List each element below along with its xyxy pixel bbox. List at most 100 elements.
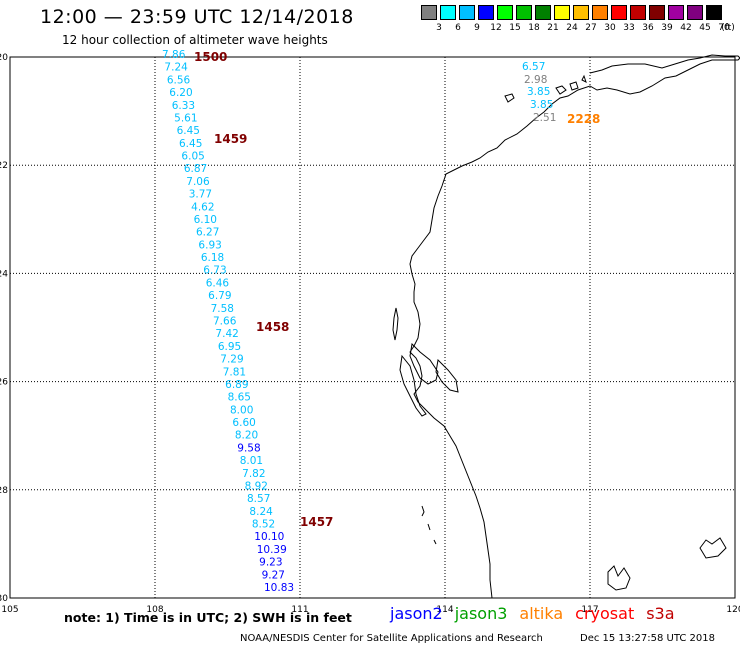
swh-value: 4.62 bbox=[191, 201, 214, 213]
footer-note: note: 1) Time is in UTC; 2) SWH is in fe… bbox=[64, 610, 352, 625]
time-label: 1500 bbox=[194, 50, 227, 64]
swh-value: 6.56 bbox=[167, 74, 191, 86]
swh-value: 6.33 bbox=[172, 100, 195, 112]
swh-value: 6.89 bbox=[225, 379, 248, 391]
legend-swatch bbox=[440, 5, 456, 20]
lat-tick-label: -22 bbox=[0, 161, 8, 171]
swh-value: 3.77 bbox=[189, 189, 212, 201]
swh-value: 6.18 bbox=[201, 252, 224, 264]
swh-value: 6.60 bbox=[232, 417, 255, 429]
legend-swatch bbox=[706, 5, 722, 20]
swh-value: 6.79 bbox=[208, 290, 231, 302]
swh-value: 6.05 bbox=[181, 151, 204, 163]
legend-label: 30 bbox=[604, 23, 616, 33]
legend-swatch bbox=[592, 5, 608, 20]
coastline-dirk-hartog-island bbox=[392, 307, 399, 341]
swh-value: 6.93 bbox=[198, 239, 221, 251]
coastline bbox=[392, 54, 740, 599]
swh-value: 8.92 bbox=[245, 480, 268, 492]
swh-value: 6.73 bbox=[203, 265, 226, 277]
mission-name: cryosat bbox=[575, 604, 635, 623]
time-label: 1459 bbox=[214, 132, 247, 146]
time-label: 1458 bbox=[256, 320, 289, 334]
mission-name: s3a bbox=[646, 604, 675, 623]
swh-value: 8.65 bbox=[228, 392, 251, 404]
legend-label: 33 bbox=[623, 23, 635, 33]
swh-value: 9.27 bbox=[262, 569, 285, 581]
lat-tick-label: -28 bbox=[0, 486, 8, 496]
time-label: 1457 bbox=[300, 515, 333, 529]
swh-value: 7.58 bbox=[211, 303, 234, 315]
swh-value: 6.45 bbox=[177, 125, 200, 137]
legend-swatch bbox=[611, 5, 627, 20]
swh-value: 10.39 bbox=[257, 544, 287, 556]
swh-value: 7.24 bbox=[164, 62, 188, 74]
swh-value: 6.95 bbox=[218, 341, 241, 353]
mission-name: jason2 bbox=[390, 604, 443, 623]
legend-swatch bbox=[649, 5, 665, 20]
footer-credit: NOAA/NESDIS Center for Satellite Applica… bbox=[240, 633, 543, 644]
lon-tick-label: 120 bbox=[726, 605, 740, 615]
time-label: 2228 bbox=[567, 112, 600, 126]
swh-value: 7.42 bbox=[215, 328, 238, 340]
lat-tick-label: -26 bbox=[0, 378, 8, 388]
coastline-mainland bbox=[409, 54, 740, 599]
legend-label: 70 bbox=[718, 23, 730, 33]
legend-label: 15 bbox=[509, 23, 521, 33]
swh-value: 10.10 bbox=[254, 531, 284, 543]
swh-value: 7.29 bbox=[220, 354, 243, 366]
swh-value: 6.45 bbox=[179, 138, 202, 150]
legend-swatch bbox=[687, 5, 703, 20]
swh-value: 6.46 bbox=[206, 277, 230, 289]
coastline-shark-bay bbox=[409, 342, 439, 385]
legend-swatch bbox=[478, 5, 494, 20]
lon-tick-label: 114 bbox=[436, 605, 453, 615]
swh-value: 9.58 bbox=[237, 442, 260, 454]
swh-value: 9.23 bbox=[259, 557, 282, 569]
swh-value: 5.61 bbox=[174, 112, 197, 124]
swh-value: 10.83 bbox=[264, 582, 294, 594]
lon-tick-label: 108 bbox=[146, 605, 163, 615]
chart-subtitle: 12 hour collection of altimeter wave hei… bbox=[62, 33, 328, 47]
coastline-bay-inlet bbox=[435, 358, 459, 393]
footer-timestamp: Dec 15 13:27:58 UTC 2018 bbox=[580, 633, 715, 644]
legend-label: 42 bbox=[680, 23, 692, 33]
swh-value: 7.86 bbox=[162, 49, 186, 61]
map-grid: 105 108 111 114 117 120 -20 -22 -24 -26 -28 -30 bbox=[0, 53, 740, 615]
legend-swatch bbox=[535, 5, 551, 20]
legend-swatch bbox=[421, 5, 437, 20]
legend-unit: (ft) bbox=[721, 23, 735, 33]
swh-value: 8.52 bbox=[252, 519, 275, 531]
swh-value: 7.66 bbox=[213, 316, 237, 328]
lat-tick-label: -30 bbox=[0, 594, 8, 604]
lat-tick-label: -20 bbox=[0, 53, 8, 63]
legend-swatch bbox=[497, 5, 513, 20]
legend-swatch bbox=[459, 5, 475, 20]
swh-value: 6.20 bbox=[169, 87, 192, 99]
swh-value: 6.27 bbox=[196, 227, 219, 239]
swh-value: 2.98 bbox=[524, 74, 547, 86]
swh-value: 8.20 bbox=[235, 430, 258, 442]
coastline-islands-south bbox=[421, 505, 437, 545]
coastline-islands-north bbox=[504, 74, 587, 103]
legend-label: 27 bbox=[585, 23, 597, 33]
legend-label: 36 bbox=[642, 23, 654, 33]
color-scale-legend: 3 6 9 12 15 18 21 24 27 30 33 36 39 42 45 70 (ft) bbox=[421, 5, 735, 39]
swh-value: 6.57 bbox=[522, 61, 545, 73]
swh-value: 8.57 bbox=[247, 493, 270, 505]
swh-value: 8.01 bbox=[240, 455, 263, 467]
swh-value: 7.82 bbox=[242, 468, 265, 480]
mission-name: jason3 bbox=[454, 604, 508, 623]
legend-label: 18 bbox=[528, 23, 540, 33]
lon-tick-label: 117 bbox=[581, 605, 598, 615]
mission-legend: jason2 jason3 altika cryosat s3a bbox=[390, 604, 687, 623]
lat-tick-label: -24 bbox=[0, 269, 8, 279]
coastline-peron-peninsula bbox=[399, 354, 427, 417]
legend-swatch bbox=[668, 5, 684, 20]
swh-value: 3.85 bbox=[530, 99, 553, 111]
legend-label: 6 bbox=[455, 23, 461, 33]
swh-value: 8.24 bbox=[249, 506, 273, 518]
swh-value: 7.81 bbox=[223, 366, 246, 378]
lon-tick-label: 111 bbox=[291, 605, 308, 615]
legend-label: 12 bbox=[490, 23, 502, 33]
